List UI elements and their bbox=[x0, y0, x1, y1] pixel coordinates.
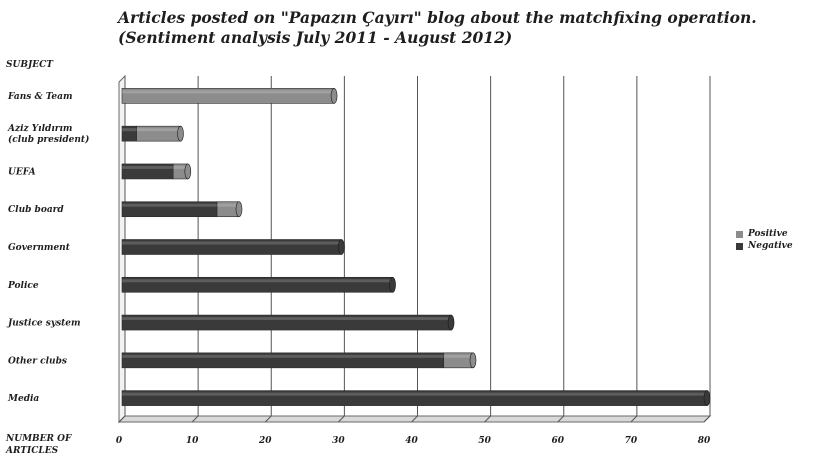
bar-end-cap bbox=[338, 239, 345, 255]
gridline-floor bbox=[264, 415, 272, 423]
x-tick-label: 10 bbox=[186, 436, 199, 446]
x-tick-label: 20 bbox=[258, 436, 272, 446]
value-axis-title: NUMBER OF ARTICLES bbox=[6, 433, 71, 457]
legend: Positive Negative bbox=[736, 228, 793, 252]
category-label: UEFA bbox=[8, 167, 36, 177]
bar-highlight bbox=[122, 392, 707, 396]
category-label: Fans & Team bbox=[7, 92, 72, 102]
bar-end-cap bbox=[184, 163, 192, 180]
chart-title-line-1: Articles posted on "Papazın Çayırı" blog… bbox=[118, 8, 757, 27]
bar-end-cap bbox=[447, 314, 455, 331]
x-tick-label: 80 bbox=[698, 436, 711, 446]
bar-end-cap bbox=[389, 276, 396, 293]
x-tick-label: 50 bbox=[478, 436, 491, 446]
legend-item-negative: Negative bbox=[736, 240, 793, 252]
bar-highlight bbox=[122, 90, 335, 94]
chart-title: Articles posted on "Papazın Çayırı" blog… bbox=[118, 8, 808, 48]
bar-end-cap bbox=[235, 201, 243, 218]
gridline-floor bbox=[338, 415, 345, 423]
legend-label-positive: Positive bbox=[748, 229, 788, 239]
bar-highlight bbox=[122, 128, 137, 132]
gridline-floor bbox=[703, 415, 711, 423]
bar-highlight bbox=[173, 165, 188, 169]
legend-swatch-negative bbox=[736, 242, 743, 250]
value-axis-title-line-2: ARTICLES bbox=[6, 446, 59, 456]
bar-end-cap bbox=[469, 352, 477, 369]
bar-end-cap bbox=[177, 125, 184, 142]
bar-end-cap bbox=[703, 390, 711, 406]
category-label: Police bbox=[7, 281, 39, 291]
category-label: Government bbox=[8, 243, 71, 253]
gridline-floor bbox=[191, 415, 199, 423]
legend-swatch-positive bbox=[736, 230, 743, 238]
gridline-floor bbox=[118, 415, 126, 423]
x-tick-label: 70 bbox=[625, 436, 638, 446]
bar-highlight bbox=[217, 203, 239, 207]
category-label: Media bbox=[7, 394, 39, 404]
category-label: (club president) bbox=[8, 134, 89, 145]
bar-highlight bbox=[136, 128, 181, 132]
gridline-floor bbox=[484, 415, 491, 423]
gridline-floor bbox=[557, 415, 565, 423]
gridline-floor bbox=[630, 415, 638, 423]
legend-item-positive: Positive bbox=[736, 228, 793, 240]
bar-highlight bbox=[122, 203, 218, 207]
category-label: Other clubs bbox=[8, 356, 67, 366]
bar-highlight bbox=[122, 354, 444, 358]
category-axis-title: SUBJECT bbox=[6, 60, 53, 70]
value-axis-title-line-1: NUMBER OF bbox=[6, 434, 72, 444]
x-tick-label: 30 bbox=[332, 436, 345, 446]
x-tick-label: 60 bbox=[551, 436, 564, 446]
bar-highlight bbox=[443, 354, 473, 358]
category-label: Club board bbox=[8, 205, 64, 215]
x-tick-label: 40 bbox=[405, 436, 418, 446]
gridline-floor bbox=[411, 415, 418, 423]
bar-highlight bbox=[122, 165, 174, 169]
x-tick-label: 0 bbox=[116, 436, 123, 446]
category-label: Justice system bbox=[6, 319, 81, 329]
legend-label-negative: Negative bbox=[748, 241, 793, 251]
category-label: Aziz Yıldırım bbox=[7, 124, 72, 134]
bar-highlight bbox=[122, 241, 342, 245]
bar-end-cap bbox=[330, 88, 338, 104]
bar-highlight bbox=[122, 279, 393, 283]
chart-title-line-2: (Sentiment analysis July 2011 - August 2… bbox=[118, 28, 513, 47]
bar-highlight bbox=[122, 317, 452, 321]
